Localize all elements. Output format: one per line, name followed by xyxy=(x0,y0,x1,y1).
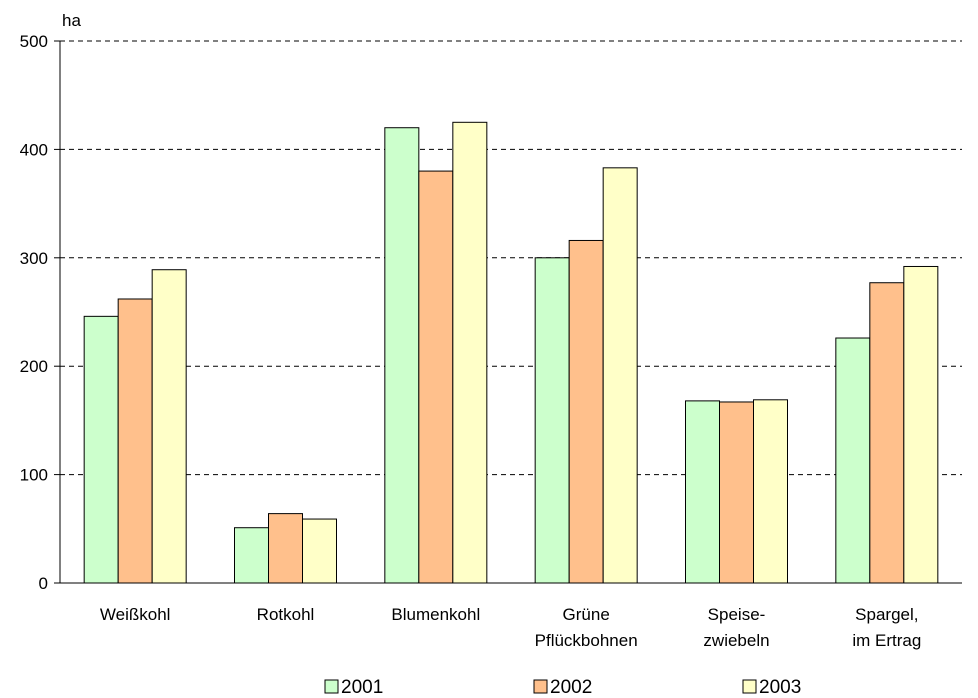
x-category-label: Blumenkohl xyxy=(391,605,480,624)
x-category-label: Weißkohl xyxy=(100,605,171,624)
x-category-label: Speise- xyxy=(708,605,766,624)
y-tick-label: 300 xyxy=(20,249,48,268)
y-tick-label: 0 xyxy=(39,574,48,593)
x-category-label: im Ertrag xyxy=(852,631,921,650)
legend-label-2002: 2002 xyxy=(550,677,592,698)
y-tick-labels: 0 100 200 300 400 500 xyxy=(20,32,48,593)
bar-2003-4 xyxy=(753,399,788,584)
y-tick-label: 500 xyxy=(20,32,48,51)
y-tick-label: 200 xyxy=(20,357,48,376)
x-category-label: Spargel, xyxy=(855,605,918,624)
bar-2001-5 xyxy=(835,337,871,584)
bar-2001-3 xyxy=(534,257,570,584)
bar-2001-2 xyxy=(384,127,420,584)
grid-lines xyxy=(60,40,962,476)
bar-2002-4 xyxy=(719,401,754,584)
legend-swatch-2001 xyxy=(324,679,339,694)
bar-2002-3 xyxy=(568,239,604,584)
y-axis-unit-label: ha xyxy=(62,11,81,30)
legend-label-2003: 2003 xyxy=(759,677,801,698)
x-category-label: Pflückbohnen xyxy=(535,631,638,650)
x-category-label: Grüne xyxy=(563,605,610,624)
bars xyxy=(83,121,939,584)
legend-label-2001: 2001 xyxy=(341,677,383,698)
x-category-label: Rotkohl xyxy=(257,605,315,624)
bar-2003-0 xyxy=(151,269,187,584)
legend: 2001 2002 2003 xyxy=(324,677,801,698)
axes xyxy=(54,40,962,584)
bar-2001-1 xyxy=(234,527,269,584)
x-category-label: zwiebeln xyxy=(703,631,769,650)
y-tick-label: 400 xyxy=(20,140,48,159)
bar-2001-4 xyxy=(685,400,720,584)
bar-2002-0 xyxy=(117,298,153,584)
bar-2003-1 xyxy=(302,518,337,584)
bar-2003-3 xyxy=(602,167,638,584)
x-category-labels: Weißkohl Rotkohl Blumenkohl Grüne Pflückbohn… xyxy=(100,605,921,650)
bar-2002-1 xyxy=(268,513,303,584)
bar-2002-2 xyxy=(418,170,454,584)
legend-swatch-2003 xyxy=(742,679,757,694)
bar-2002-5 xyxy=(869,282,905,584)
legend-swatch-2002 xyxy=(533,679,548,694)
y-tick-label: 100 xyxy=(20,466,48,485)
bar-2001-0 xyxy=(83,315,119,584)
bar-2003-5 xyxy=(903,265,939,584)
bar-2003-2 xyxy=(452,121,488,584)
